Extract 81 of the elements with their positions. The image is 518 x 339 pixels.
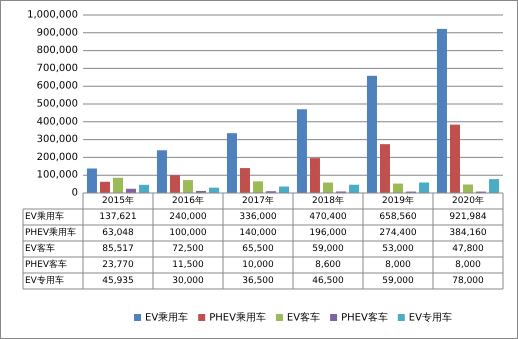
data-label: 470,400: [309, 212, 347, 222]
data-label: 8,600: [315, 260, 342, 270]
y-tick-label: 200,000: [36, 152, 78, 163]
data-label: 196,000: [309, 228, 347, 238]
bar: [322, 182, 334, 193]
legend-label: EV客车: [286, 312, 320, 324]
bar: [182, 180, 194, 193]
data-label: 8,000: [385, 260, 412, 270]
bar: [380, 144, 390, 193]
bar: [112, 178, 124, 193]
data-label: 658,560: [379, 212, 417, 222]
x-tick-label: 2015年: [102, 195, 134, 206]
bar: [392, 184, 404, 193]
bar: [100, 182, 110, 193]
bar: [310, 158, 320, 193]
bar: [209, 188, 220, 193]
data-label: 137,621: [99, 212, 137, 222]
data-label: 8,000: [455, 260, 482, 270]
y-tick-label: 0: [72, 188, 78, 198]
y-tick-label: 800,000: [36, 45, 78, 56]
legend-label: PHEV客车: [341, 312, 388, 324]
x-tick-label: 2018年: [312, 195, 344, 206]
x-tick-label: 2019年: [382, 195, 414, 206]
data-label: 140,000: [239, 228, 277, 238]
bar: [279, 186, 290, 193]
text: PHEV客车: [25, 260, 68, 270]
bar: [156, 150, 167, 193]
data-label: 45,935: [102, 276, 134, 286]
bar: [436, 28, 447, 193]
legend-label: PHEV乘用车: [209, 312, 266, 324]
data-label: 921,984: [449, 212, 487, 222]
data-label: 10,000: [242, 260, 274, 270]
data-label: 240,000: [169, 212, 207, 222]
data-label: 384,160: [449, 228, 487, 238]
data-label: 47,800: [452, 244, 484, 254]
y-tick-label: 1,000,000: [27, 10, 78, 20]
legend-label: EV乘用车: [145, 312, 188, 324]
bar: [489, 179, 500, 193]
data-label: 36,500: [242, 276, 274, 286]
data-label: 59,000: [382, 276, 414, 286]
data-label: 336,000: [239, 212, 277, 222]
data-label: 46,500: [312, 276, 344, 286]
data-label: 78,000: [452, 276, 484, 286]
data-label: 59,000: [312, 244, 344, 254]
bar: [450, 124, 460, 193]
bar: [366, 76, 377, 193]
bar: [349, 184, 360, 193]
bar: [240, 168, 250, 193]
data-label: 63,048: [102, 228, 134, 238]
y-tick-label: 500,000: [36, 98, 78, 110]
bar: [296, 109, 307, 193]
data-label: 274,400: [379, 228, 417, 238]
y-tick-label: 300,000: [36, 134, 78, 146]
data-label: 11,500: [172, 260, 204, 270]
y-tick-label: 900,000: [36, 27, 78, 38]
y-tick-label: 400,000: [36, 116, 78, 128]
y-tick-label: 600,000: [36, 80, 78, 92]
x-tick-label: 2020年: [452, 195, 484, 206]
bar: [419, 182, 430, 193]
data-label: 65,500: [242, 244, 274, 254]
data-label: 72,500: [172, 244, 204, 254]
legend-label: EV专用车: [408, 312, 452, 324]
y-tick-label: 700,000: [36, 62, 78, 74]
bar: [226, 133, 237, 193]
data-label: 30,000: [172, 276, 204, 286]
x-tick-label: 2016年: [172, 195, 204, 206]
bar: [86, 168, 97, 193]
bar: [139, 184, 150, 193]
data-label: 23,770: [102, 260, 134, 270]
bar: [170, 175, 180, 193]
bar: [252, 181, 264, 193]
text: PHEV乘用车: [25, 228, 76, 238]
y-tick-label: 100,000: [36, 170, 78, 181]
data-label: 85,517: [102, 244, 134, 254]
text: EV客车: [25, 244, 55, 254]
text: EV乘用车: [25, 212, 64, 222]
data-label: 53,000: [382, 244, 414, 254]
x-tick-label: 2017年: [242, 195, 274, 206]
text: EV专用车: [25, 276, 64, 286]
bar: [462, 184, 474, 193]
data-label: 100,000: [169, 228, 207, 238]
